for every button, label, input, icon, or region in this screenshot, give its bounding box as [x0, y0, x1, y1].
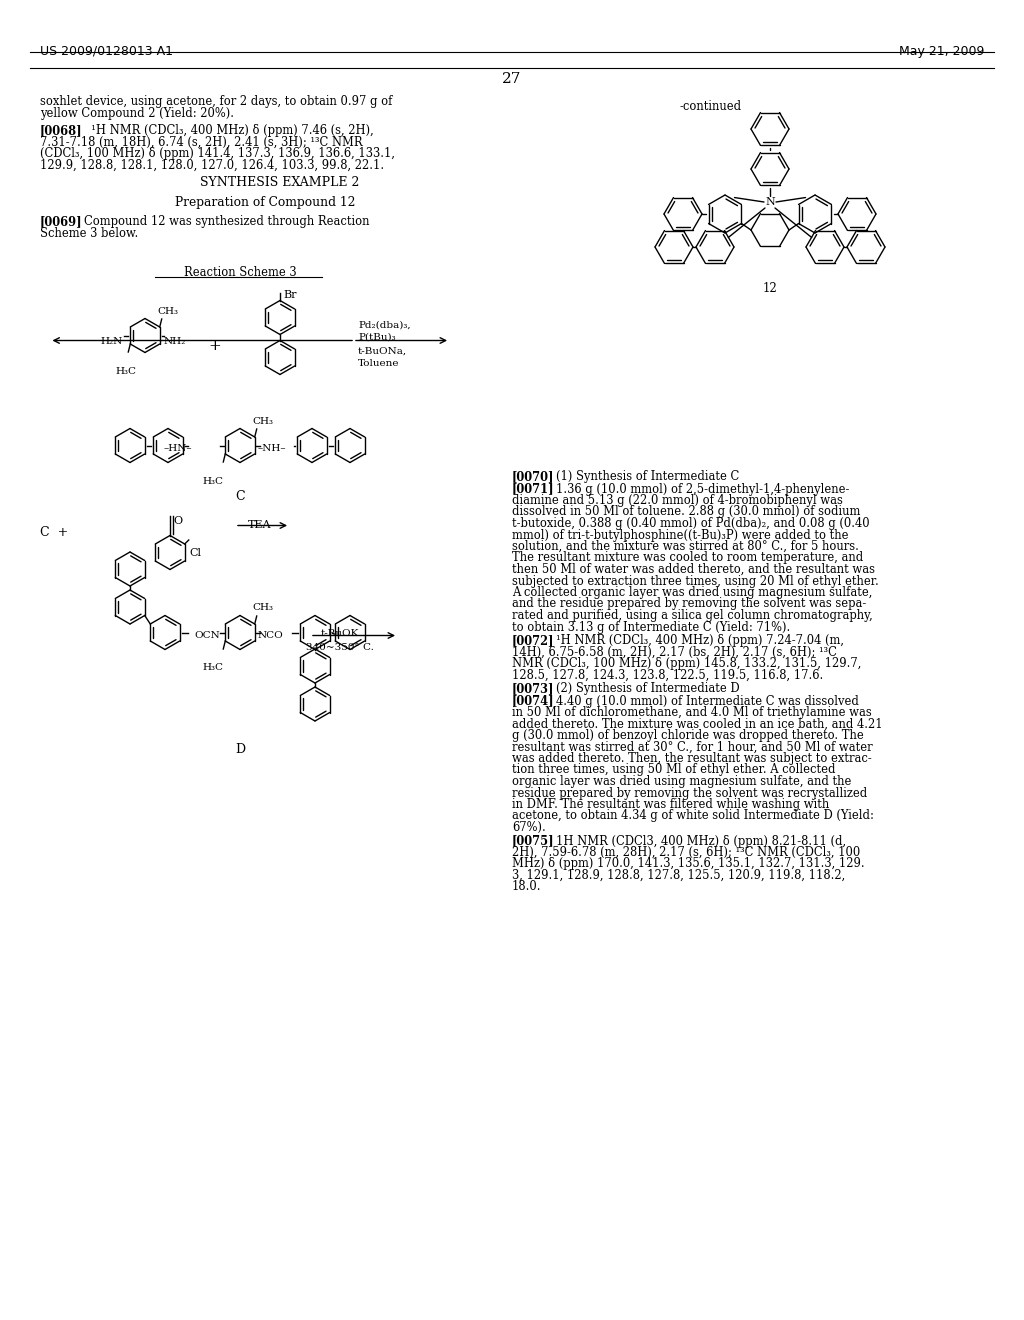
Text: t-butoxide, 0.388 g (0.40 mmol) of Pd(dba)₂, and 0.08 g (0.40: t-butoxide, 0.388 g (0.40 mmol) of Pd(db…	[512, 517, 869, 531]
Text: 4.40 g (10.0 mmol) of Intermediate C was dissolved: 4.40 g (10.0 mmol) of Intermediate C was…	[556, 694, 859, 708]
Text: to obtain 3.13 g of Intermediate C (Yield: 71%).: to obtain 3.13 g of Intermediate C (Yiel…	[512, 620, 791, 634]
Text: [0070]: [0070]	[512, 470, 555, 483]
Text: dissolved in 50 Ml of toluene. 2.88 g (30.0 mmol) of sodium: dissolved in 50 Ml of toluene. 2.88 g (3…	[512, 506, 860, 519]
Text: soxhlet device, using acetone, for 2 days, to obtain 0.97 g of: soxhlet device, using acetone, for 2 day…	[40, 95, 392, 108]
Text: TEA: TEA	[248, 520, 271, 531]
Text: (1) Synthesis of Intermediate C: (1) Synthesis of Intermediate C	[556, 470, 739, 483]
Text: tion three times, using 50 Ml of ethyl ether. A collected: tion three times, using 50 Ml of ethyl e…	[512, 763, 836, 776]
Text: CH₃: CH₃	[157, 306, 178, 315]
Text: resultant was stirred at 30° C., for 1 hour, and 50 Ml of water: resultant was stirred at 30° C., for 1 h…	[512, 741, 872, 754]
Text: Pd₂(dba)₃,: Pd₂(dba)₃,	[358, 321, 411, 330]
Text: Compound 12 was synthesized through Reaction: Compound 12 was synthesized through Reac…	[84, 215, 370, 228]
Text: (CDCl₃, 100 MHz) δ (ppm) 141.4, 137.3, 136.9, 136.6, 133.1,: (CDCl₃, 100 MHz) δ (ppm) 141.4, 137.3, 1…	[40, 147, 395, 160]
Text: [0074]: [0074]	[512, 694, 555, 708]
Text: NH₂: NH₂	[164, 338, 186, 346]
Text: 1H NMR (CDCl3, 400 MHz) δ (ppm) 8.21-8.11 (d,: 1H NMR (CDCl3, 400 MHz) δ (ppm) 8.21-8.1…	[556, 834, 846, 847]
Text: [0075]: [0075]	[512, 834, 555, 847]
Text: C: C	[236, 491, 245, 503]
Text: t-BuONa,: t-BuONa,	[358, 346, 408, 355]
Text: –NH–: –NH–	[258, 444, 287, 453]
Text: mmol) of tri-t-butylphosphine((t-Bu)₃P) were added to the: mmol) of tri-t-butylphosphine((t-Bu)₃P) …	[512, 528, 849, 541]
Text: OCN: OCN	[195, 631, 220, 640]
Text: [0072]: [0072]	[512, 634, 555, 647]
Text: H₃C: H₃C	[202, 664, 223, 672]
Text: CH₃: CH₃	[252, 417, 273, 425]
Text: 340~350° C.: 340~350° C.	[306, 643, 374, 652]
Text: D: D	[234, 743, 245, 756]
Text: residue prepared by removing the solvent was recrystallized: residue prepared by removing the solvent…	[512, 787, 867, 800]
Text: N: N	[765, 197, 775, 207]
Text: 12: 12	[763, 282, 777, 294]
Text: added thereto. The mixture was cooled in an ice bath, and 4.21: added thereto. The mixture was cooled in…	[512, 718, 883, 730]
Text: 67%).: 67%).	[512, 821, 546, 834]
Text: 1.36 g (10.0 mmol) of 2,5-dimethyl-1,4-phenylene-: 1.36 g (10.0 mmol) of 2,5-dimethyl-1,4-p…	[556, 483, 849, 495]
Text: Br: Br	[283, 290, 297, 301]
Text: A collected organic layer was dried using magnesium sulfate,: A collected organic layer was dried usin…	[512, 586, 872, 599]
Text: 18.0.: 18.0.	[512, 880, 542, 894]
Text: in 50 Ml of dichloromethane, and 4.0 Ml of triethylamine was: in 50 Ml of dichloromethane, and 4.0 Ml …	[512, 706, 871, 719]
Text: [0071]: [0071]	[512, 483, 555, 495]
Text: 129.9, 128.8, 128.1, 128.0, 127.0, 126.4, 103.3, 99.8, 22.1.: 129.9, 128.8, 128.1, 128.0, 127.0, 126.4…	[40, 158, 384, 172]
Text: May 21, 2009: May 21, 2009	[899, 45, 984, 58]
Text: 7.31-7.18 (m, 18H), 6.74 (s, 2H), 2.41 (s, 3H); ¹³C NMR: 7.31-7.18 (m, 18H), 6.74 (s, 2H), 2.41 (…	[40, 136, 362, 149]
Text: 2H), 7.59-6.78 (m, 28H), 2.17 (s, 6H); ¹³C NMR (CDCl₃, 100: 2H), 7.59-6.78 (m, 28H), 2.17 (s, 6H); ¹…	[512, 846, 860, 859]
Text: O: O	[173, 516, 182, 525]
Text: CH₃: CH₃	[252, 603, 273, 612]
Text: rated and purified, using a silica gel column chromatography,: rated and purified, using a silica gel c…	[512, 609, 872, 622]
Text: (2) Synthesis of Intermediate D: (2) Synthesis of Intermediate D	[556, 682, 739, 696]
Text: H₃C: H₃C	[202, 477, 223, 486]
Text: ¹H NMR (CDCl₃, 400 MHz) δ (ppm) 7.46 (s, 2H),: ¹H NMR (CDCl₃, 400 MHz) δ (ppm) 7.46 (s,…	[84, 124, 374, 137]
Text: MHz) δ (ppm) 170.0, 141.3, 135.6, 135.1, 132.7, 131.3, 129.: MHz) δ (ppm) 170.0, 141.3, 135.6, 135.1,…	[512, 858, 864, 870]
Text: Preparation of Compound 12: Preparation of Compound 12	[175, 195, 355, 209]
Text: subjected to extraction three times, using 20 Ml of ethyl ether.: subjected to extraction three times, usi…	[512, 574, 879, 587]
Text: 128.5, 127.8, 124.3, 123.8, 122.5, 119.5, 116.8, 17.6.: 128.5, 127.8, 124.3, 123.8, 122.5, 119.5…	[512, 668, 823, 681]
Text: +: +	[209, 338, 221, 352]
Text: diamine and 5.13 g (22.0 mmol) of 4-bromobiphenyl was: diamine and 5.13 g (22.0 mmol) of 4-brom…	[512, 494, 843, 507]
Text: ¹H NMR (CDCl₃, 400 MHz) δ (ppm) 7.24-7.04 (m,: ¹H NMR (CDCl₃, 400 MHz) δ (ppm) 7.24-7.0…	[556, 634, 844, 647]
Text: Scheme 3 below.: Scheme 3 below.	[40, 227, 138, 240]
Text: and the residue prepared by removing the solvent was sepa-: and the residue prepared by removing the…	[512, 598, 866, 610]
Text: H₃C: H₃C	[115, 367, 136, 375]
Text: was added thereto. Then, the resultant was subject to extrac-: was added thereto. Then, the resultant w…	[512, 752, 871, 766]
Text: acetone, to obtain 4.34 g of white solid Intermediate D (Yield:: acetone, to obtain 4.34 g of white solid…	[512, 809, 873, 822]
Text: US 2009/0128013 A1: US 2009/0128013 A1	[40, 45, 173, 58]
Text: [0068]: [0068]	[40, 124, 83, 137]
Text: The resultant mixture was cooled to room temperature, and: The resultant mixture was cooled to room…	[512, 552, 863, 565]
Text: –HN–: –HN–	[164, 444, 193, 453]
Text: P(tBu)₃: P(tBu)₃	[358, 333, 395, 342]
Text: t-BuOK: t-BuOK	[321, 630, 359, 639]
Text: -continued: -continued	[680, 100, 742, 114]
Text: organic layer was dried using magnesium sulfate, and the: organic layer was dried using magnesium …	[512, 775, 851, 788]
Text: Reaction Scheme 3: Reaction Scheme 3	[183, 265, 296, 279]
Text: [0069]: [0069]	[40, 215, 83, 228]
Text: 27: 27	[503, 73, 521, 86]
Text: Cl: Cl	[189, 549, 201, 558]
Text: g (30.0 mmol) of benzoyl chloride was dropped thereto. The: g (30.0 mmol) of benzoyl chloride was dr…	[512, 729, 864, 742]
Text: yellow Compound 2 (Yield: 20%).: yellow Compound 2 (Yield: 20%).	[40, 107, 234, 120]
Text: NMR (CDCl₃, 100 MHz) δ (ppm) 145.8, 133.2, 131.5, 129.7,: NMR (CDCl₃, 100 MHz) δ (ppm) 145.8, 133.…	[512, 657, 861, 671]
Text: 3, 129.1, 128.9, 128.8, 127.8, 125.5, 120.9, 119.8, 118.2,: 3, 129.1, 128.9, 128.8, 127.8, 125.5, 12…	[512, 869, 845, 882]
Text: solution, and the mixture was stirred at 80° C., for 5 hours.: solution, and the mixture was stirred at…	[512, 540, 859, 553]
Text: in DMF. The resultant was filtered while washing with: in DMF. The resultant was filtered while…	[512, 799, 829, 810]
Text: Toluene: Toluene	[358, 359, 399, 367]
Text: SYNTHESIS EXAMPLE 2: SYNTHESIS EXAMPLE 2	[200, 177, 359, 190]
Text: H₂N: H₂N	[100, 338, 122, 346]
Text: 14H), 6.75-6.58 (m, 2H), 2.17 (bs, 2H), 2.17 (s, 6H); ¹³C: 14H), 6.75-6.58 (m, 2H), 2.17 (bs, 2H), …	[512, 645, 837, 659]
Text: NCO: NCO	[258, 631, 284, 640]
Text: then 50 Ml of water was added thereto, and the resultant was: then 50 Ml of water was added thereto, a…	[512, 564, 874, 576]
Text: [0073]: [0073]	[512, 682, 555, 696]
Text: C  +: C +	[40, 525, 69, 539]
